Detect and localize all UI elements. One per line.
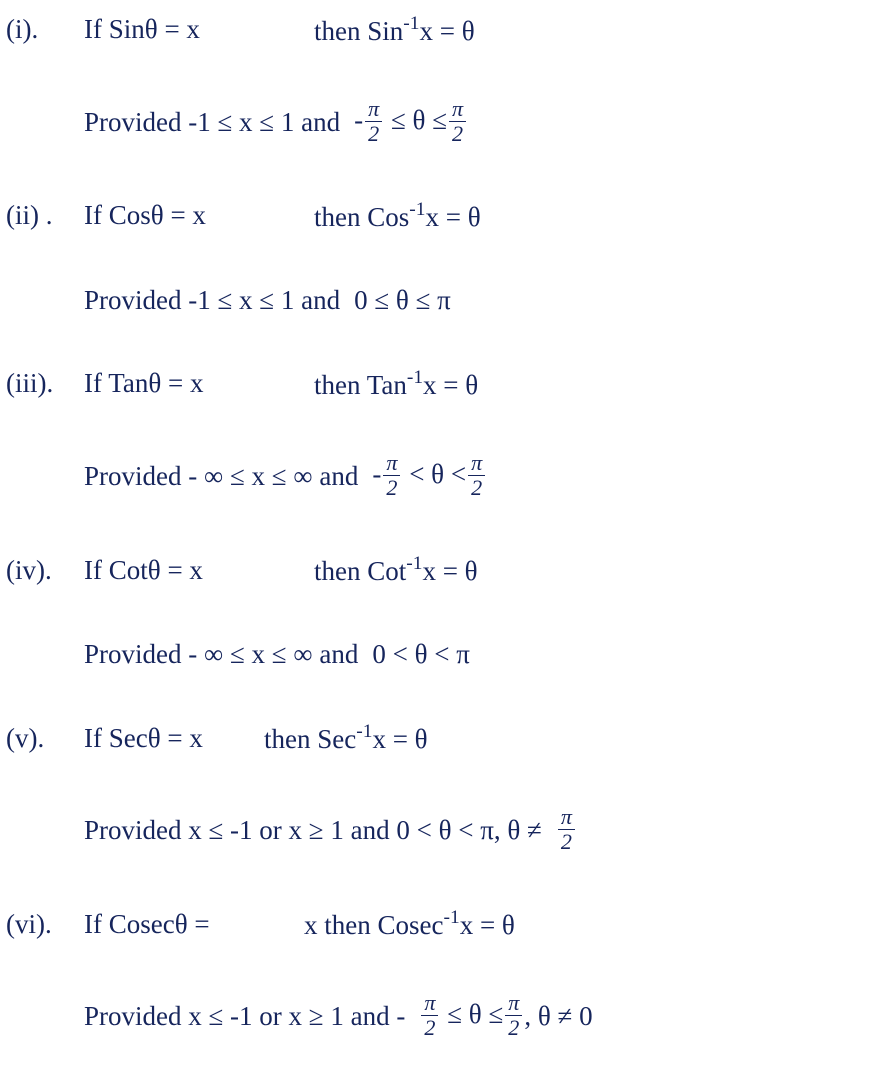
rhs: then Cos-1x = θ [314, 201, 481, 231]
condition-line: Provided x ≤ -1 or x ≥ 1 and 0 < θ < π, … [6, 807, 868, 854]
theta: θ [145, 14, 158, 44]
condition-line: Provided x ≤ -1 or x ≥ 1 and - π2 ≤ θ ≤π2… [6, 993, 868, 1040]
inverse-exponent: -1 [406, 553, 422, 574]
fraction: π2 [468, 452, 485, 499]
definition-list: (i).If Sinθ = xthen Sin-1x = θ Provided -… [6, 14, 868, 1041]
inverse-exponent: -1 [409, 199, 425, 220]
rhs: x then Cosec-1x = θ [304, 909, 515, 939]
fraction-numerator: π [449, 98, 466, 122]
item-number: (iii). [6, 370, 84, 397]
rhs: then Cot-1x = θ [314, 555, 478, 585]
item-number: (ii) . [6, 202, 84, 229]
lhs: If Sinθ = x [84, 16, 314, 43]
condition-text: Provided -1 ≤ x ≤ 1 and [84, 109, 340, 136]
fraction: π2 [505, 992, 522, 1039]
fraction-numerator: π [365, 98, 382, 122]
inverse-exponent: -1 [356, 721, 372, 742]
condition-tail: , θ ≠ 0 [524, 1003, 592, 1030]
fraction-denominator: 2 [449, 122, 466, 145]
condition-line: Provided -1 ≤ x ≤ 1 and -π2 ≤ θ ≤π2 [6, 99, 868, 146]
fraction-numerator: π [558, 806, 575, 830]
theta: θ [151, 200, 164, 230]
fraction: π2 [421, 992, 438, 1039]
theta: θ [148, 368, 161, 398]
definition-line: (vi).If Cosecθ =x then Cosec-1x = θ [6, 908, 868, 939]
condition-range: -π2 < θ <π2 [372, 453, 487, 500]
definition-item: (iv).If Cotθ = xthen Cot-1x = θ Provided … [6, 554, 868, 668]
fraction-denominator: 2 [468, 476, 485, 499]
condition-line: Provided - ∞ ≤ x ≤ ∞ and 0 < θ < π [6, 639, 868, 668]
definition-line: (iv).If Cotθ = xthen Cot-1x = θ [6, 554, 868, 585]
condition-range: π2 ≤ θ ≤π2 [419, 993, 524, 1040]
lhs: If Cotθ = x [84, 557, 314, 584]
condition-text: Provided - ∞ ≤ x ≤ ∞ and [84, 463, 358, 490]
definition-item: (iii).If Tanθ = xthen Tan-1x = θ Provided… [6, 368, 868, 500]
fraction-numerator: π [383, 452, 400, 476]
fraction-numerator: π [421, 992, 438, 1016]
inverse-exponent: -1 [403, 13, 419, 34]
item-number: (i). [6, 16, 84, 43]
fraction: π2 [383, 452, 400, 499]
definition-item: (vi).If Cosecθ =x then Cosec-1x = θ Provi… [6, 908, 868, 1040]
fraction: π2 [365, 98, 382, 145]
definition-line: (v).If Secθ = xthen Sec-1x = θ [6, 722, 868, 753]
item-number: (v). [6, 725, 84, 752]
condition-text: Provided - ∞ ≤ x ≤ ∞ and [84, 641, 358, 668]
lhs: If Cosθ = x [84, 202, 314, 229]
lhs: If Tanθ = x [84, 370, 314, 397]
lhs: If Cosecθ = [84, 911, 304, 938]
fraction: π2 [449, 98, 466, 145]
item-number: (vi). [6, 911, 84, 938]
inverse-exponent: -1 [407, 367, 423, 388]
fraction-denominator: 2 [558, 830, 575, 853]
fraction-denominator: 2 [383, 476, 400, 499]
fraction-denominator: 2 [421, 1016, 438, 1039]
definition-item: (ii) .If Cosθ = xthen Cos-1x = θ Provided… [6, 200, 868, 314]
condition-line: Provided -1 ≤ x ≤ 1 and 0 ≤ θ ≤ π [6, 285, 868, 314]
definition-line: (ii) .If Cosθ = xthen Cos-1x = θ [6, 200, 868, 231]
rhs: then Sec-1x = θ [264, 723, 428, 753]
definition-line: (iii).If Tanθ = xthen Tan-1x = θ [6, 368, 868, 399]
theta: θ [148, 555, 161, 585]
rhs: then Tan-1x = θ [314, 369, 478, 399]
theta: θ [175, 909, 188, 939]
condition-text: Provided -1 ≤ x ≤ 1 and [84, 287, 340, 314]
condition-range: π2 [556, 807, 577, 854]
theta: θ [148, 723, 161, 753]
inverse-exponent: -1 [443, 907, 459, 928]
definition-item: (i).If Sinθ = xthen Sin-1x = θ Provided -… [6, 14, 868, 146]
fraction-denominator: 2 [505, 1016, 522, 1039]
fraction-denominator: 2 [365, 122, 382, 145]
condition-text: Provided x ≤ -1 or x ≥ 1 and 0 < θ < π, … [84, 817, 542, 844]
condition-line: Provided - ∞ ≤ x ≤ ∞ and -π2 < θ <π2 [6, 453, 868, 500]
fraction-numerator: π [505, 992, 522, 1016]
definition-line: (i).If Sinθ = xthen Sin-1x = θ [6, 14, 868, 45]
lhs: If Secθ = x [84, 725, 264, 752]
rhs: then Sin-1x = θ [314, 15, 475, 45]
condition-tail: 0 ≤ θ ≤ π [354, 287, 451, 314]
item-number: (iv). [6, 557, 84, 584]
condition-range: -π2 ≤ θ ≤π2 [354, 99, 468, 146]
condition-tail: 0 < θ < π [372, 641, 470, 668]
fraction-numerator: π [468, 452, 485, 476]
fraction: π2 [558, 806, 575, 853]
definition-item: (v).If Secθ = xthen Sec-1x = θ Provided x… [6, 722, 868, 854]
condition-text: Provided x ≤ -1 or x ≥ 1 and - [84, 1003, 405, 1030]
